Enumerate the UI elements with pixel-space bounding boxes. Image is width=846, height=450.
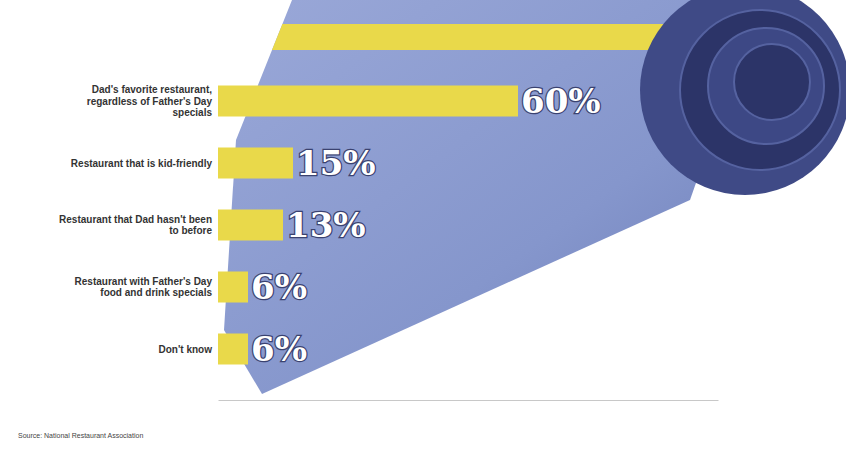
- category-label: Restaurant that is kid-friendly: [71, 158, 213, 169]
- bar: [218, 334, 248, 365]
- tie-roll: [640, 0, 846, 195]
- bar: [218, 148, 293, 179]
- data-label: 60%: [521, 81, 601, 121]
- category-label-line: Don't know: [159, 344, 213, 355]
- category-label-line: Restaurant with Father's Day: [75, 276, 213, 287]
- category-label: Restaurant with Father's Dayfood and dri…: [75, 276, 213, 299]
- category-label: Dad's favorite restaurant,regardless of …: [87, 84, 213, 118]
- tie-roll-ring: [680, 10, 840, 170]
- data-label: 6%: [251, 329, 307, 369]
- category-label-line: food and drink specials: [100, 287, 212, 298]
- tie: [224, 0, 846, 394]
- category-label-line: to before: [169, 225, 212, 236]
- category-label-line: Dad's favorite restaurant,: [92, 84, 212, 95]
- tie-roll-ring: [708, 28, 824, 144]
- category-label-line: Restaurant that is kid-friendly: [71, 158, 213, 169]
- tie-roll-outer: [640, 0, 846, 195]
- data-label: 6%: [251, 267, 307, 307]
- data-label: 13%: [286, 205, 366, 245]
- bars: [218, 86, 518, 365]
- x-axis: [219, 400, 719, 401]
- tie-roll-ring: [734, 44, 810, 120]
- bar: [218, 86, 518, 117]
- bar: [218, 272, 248, 303]
- data-labels: 60% 15% 13% 6% 6%: [251, 81, 601, 369]
- chart: Dad's favorite restaurant,regardless of …: [0, 0, 846, 450]
- category-label: Restaurant that Dad hasn't beento before: [59, 214, 212, 237]
- category-label-line: regardless of Father's Day: [87, 96, 213, 107]
- category-labels: Dad's favorite restaurant,regardless of …: [59, 84, 212, 355]
- source: Source: National Restaurant Association: [18, 432, 143, 439]
- category-label-line: Restaurant that Dad hasn't been: [59, 214, 212, 225]
- category-label: Don't know: [159, 344, 213, 355]
- category-label-line: specials: [173, 107, 213, 118]
- data-label: 15%: [296, 143, 376, 183]
- x-axis-line: [219, 400, 719, 401]
- bar: [218, 210, 283, 241]
